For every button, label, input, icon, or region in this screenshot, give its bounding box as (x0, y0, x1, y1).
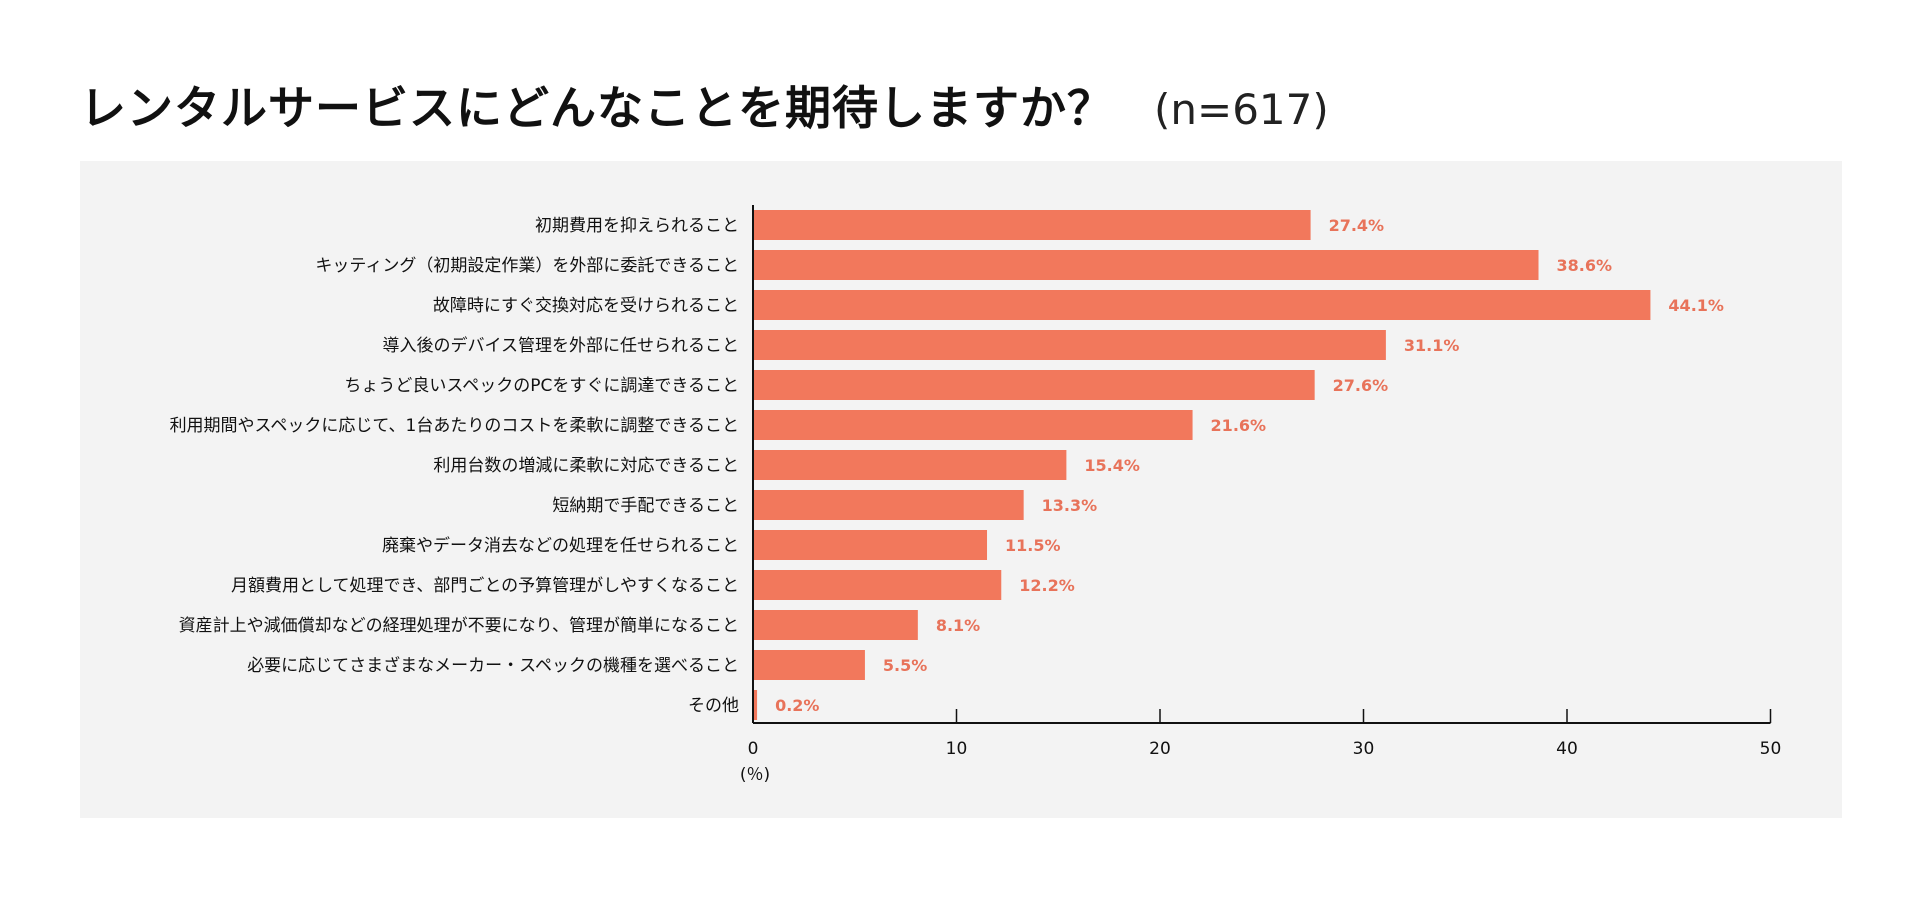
bar-chart: 初期費用を抑えられること 27.4% キッティング（初期設定作業）を外部に委託できる… (170, 205, 1782, 785)
chart-title-row: レンタルサービスにどんなことを期待しますか？ (n=617) (80, 72, 1329, 135)
category-label: 導入後のデバイス管理を外部に任せられること (383, 335, 740, 356)
value-label: 8.1% (936, 616, 980, 635)
category-label: ちょうど良いスペックのPCをすぐに調達できること (344, 376, 739, 396)
category-label: 資産計上や減価償却などの経理処理が不要になり、管理が簡単になること (179, 616, 739, 636)
bar (753, 290, 1651, 320)
value-label: 38.6% (1557, 256, 1613, 275)
category-label: 利用台数の増減に柔軟に対応できること (433, 456, 739, 476)
bar (753, 530, 988, 560)
bar (753, 330, 1386, 360)
value-label: 27.4% (1329, 216, 1385, 235)
x-axis-unit-label: (％) (740, 765, 770, 785)
category-label: 必要に応じてさまざまなメーカー・スペックの機種を選べること (247, 655, 739, 676)
value-label: 21.6% (1211, 416, 1267, 435)
category-label: 月額費用として処理でき、部門ごとの予算管理がしやすくなること (231, 576, 739, 596)
bar (753, 650, 865, 680)
x-tick-label: 30 (1353, 739, 1375, 759)
bar (753, 690, 758, 720)
bar (753, 610, 918, 640)
category-label: キッティング（初期設定作業）を外部に委託できること (315, 256, 739, 276)
bar (753, 450, 1067, 480)
chart-title: レンタルサービスにどんなことを期待しますか？ (80, 81, 1114, 135)
sample-size: (n=617) (1154, 85, 1329, 134)
category-label: 廃棄やデータ消去などの処理を任せられること (382, 535, 739, 556)
x-tick-label: 0 (748, 739, 759, 759)
value-label: 13.3% (1042, 496, 1098, 515)
value-label: 11.5% (1005, 536, 1061, 555)
bar (753, 410, 1193, 440)
x-tick-label: 20 (1149, 739, 1171, 759)
bar (753, 210, 1311, 240)
category-label: その他 (688, 696, 739, 716)
x-tick-label: 50 (1760, 739, 1782, 759)
bar (753, 250, 1539, 280)
value-label: 31.1% (1404, 336, 1460, 355)
bar (753, 370, 1315, 400)
value-label: 15.4% (1084, 456, 1140, 475)
category-label: 短納期で手配できること (552, 496, 739, 516)
category-label: 初期費用を抑えられること (535, 216, 739, 236)
value-label: 44.1% (1668, 296, 1724, 315)
category-label: 故障時にすぐ交換対応を受けられること (433, 296, 739, 316)
value-label: 27.6% (1333, 376, 1389, 395)
value-label: 5.5% (883, 656, 927, 675)
category-label: 利用期間やスペックに応じて、1台あたりのコストを柔軟に調整できること (170, 416, 739, 436)
x-tick-label: 40 (1556, 739, 1578, 759)
chart-panel: 初期費用を抑えられること 27.4% キッティング（初期設定作業）を外部に委託できる… (80, 161, 1842, 818)
bar (753, 490, 1024, 520)
value-label: 0.2% (775, 696, 819, 715)
bar (753, 570, 1002, 600)
x-tick-label: 10 (946, 739, 968, 759)
value-label: 12.2% (1019, 576, 1075, 595)
